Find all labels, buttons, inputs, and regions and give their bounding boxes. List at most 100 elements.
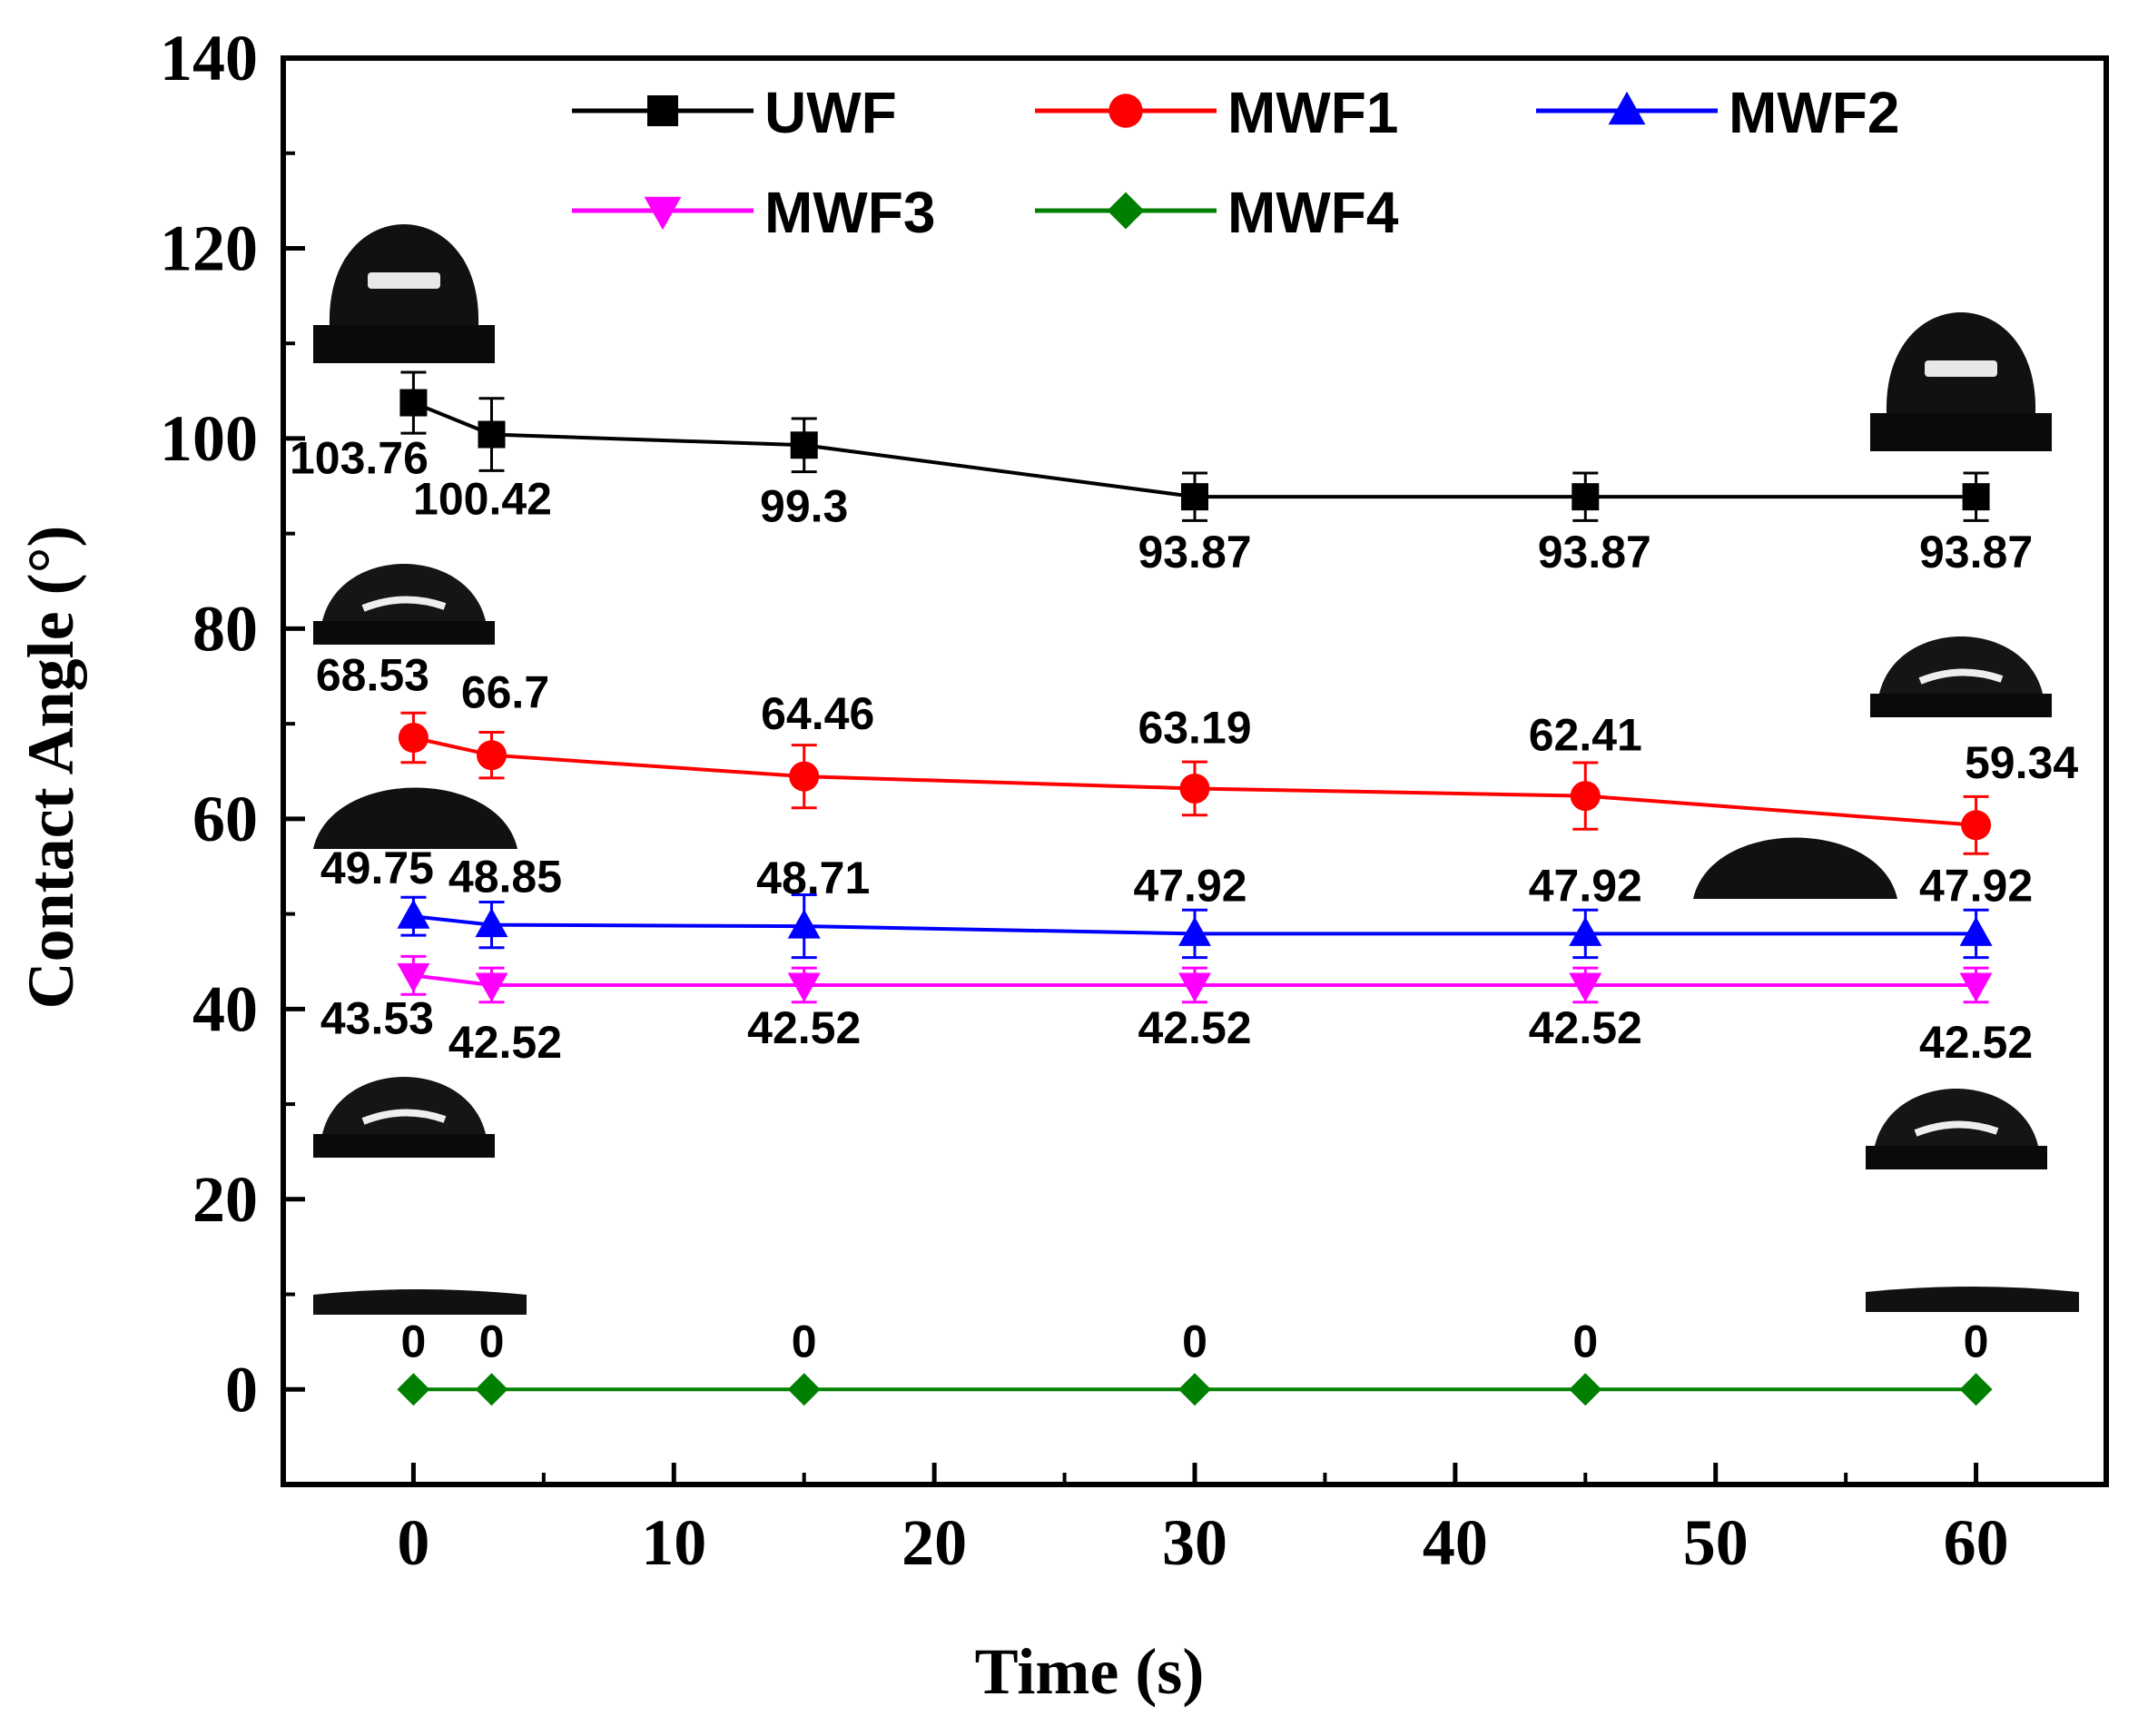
droplet-image-mwf2-t0 [313, 787, 517, 849]
data-label: 66.7 [461, 667, 549, 718]
data-label: 47.92 [1919, 860, 2033, 911]
data-point [1178, 916, 1211, 946]
data-point [787, 909, 821, 939]
legend-item-mwf2: MWF2 [1536, 80, 1899, 145]
data-label: 42.52 [1919, 1017, 2033, 1068]
data-point [1959, 1373, 1993, 1406]
data-label: 47.92 [1529, 860, 1642, 911]
x-tick-label: 0 [397, 1506, 429, 1579]
legend-label: MWF2 [1729, 80, 1899, 145]
data-point [1179, 773, 1210, 804]
data-point [475, 972, 508, 1002]
legend-item-mwf4: MWF4 [1035, 180, 1399, 245]
data-point [1959, 972, 1993, 1002]
y-axis-label: Contact Angle (°) [15, 526, 87, 1010]
data-point [1959, 916, 1993, 946]
data-label: 0 [1182, 1316, 1207, 1366]
data-label: 0 [479, 1316, 505, 1366]
y-tick-label: 120 [160, 212, 258, 284]
data-point [1569, 916, 1602, 946]
legend-marker [1107, 192, 1145, 230]
legend-label: MWF1 [1227, 80, 1398, 145]
series-mwf3 [397, 954, 1993, 1004]
data-label: 0 [401, 1316, 427, 1366]
droplet-image-mwf3-t60 [1866, 1089, 2047, 1169]
data-point [397, 962, 430, 993]
data-label: 0 [792, 1316, 817, 1366]
data-label: 47.92 [1133, 860, 1246, 911]
legend-label: MWF3 [764, 180, 935, 245]
series-mwf1 [398, 711, 1992, 855]
data-label: 42.52 [1138, 1002, 1251, 1053]
data-point [1961, 810, 1992, 841]
data-label: 93.87 [1919, 527, 2033, 577]
droplet-image-mwf4-t0 [313, 1289, 527, 1315]
data-point [475, 1373, 508, 1406]
droplet-image-mwf4-t60 [1866, 1287, 2079, 1312]
legend-item-uwf: UWF [572, 80, 897, 145]
y-tick-label: 140 [160, 22, 258, 94]
x-axis-ticks: 0 10 20 30 40 50 60 [397, 1463, 2009, 1579]
data-label: 48.85 [448, 852, 562, 903]
data-label: 0 [1964, 1316, 1989, 1366]
data-label: 103.76 [290, 433, 429, 484]
data-label: 49.75 [320, 843, 434, 893]
legend-item-mwf3: MWF3 [572, 180, 935, 245]
y-tick-label: 20 [192, 1163, 258, 1236]
data-point [1178, 1373, 1211, 1406]
y-tick-label: 100 [160, 402, 258, 475]
data-point [1181, 483, 1208, 511]
legend-marker [1108, 94, 1143, 128]
droplet-image-mwf1-t60 [1870, 636, 2052, 717]
legend-label: UWF [764, 80, 897, 145]
y-tick-label: 80 [192, 592, 258, 665]
series-mwf2 [397, 893, 1993, 960]
data-label: 42.52 [747, 1002, 861, 1053]
y-tick-label: 0 [225, 1353, 258, 1425]
data-point [787, 1373, 821, 1406]
droplet-image-mwf2-t60 [1693, 837, 1897, 899]
data-point [789, 761, 820, 792]
x-tick-label: 40 [1423, 1506, 1488, 1579]
data-label: 68.53 [316, 650, 429, 701]
data-label: 0 [1572, 1316, 1598, 1366]
data-point [1962, 483, 1990, 511]
y-tick-label: 40 [192, 972, 258, 1045]
droplet-images [313, 224, 2079, 1315]
data-point [476, 740, 507, 771]
data-label: 63.19 [1138, 702, 1251, 753]
legend: UWF MWF1 MWF2 MWF3 MWF4 [572, 80, 1899, 245]
data-point [1570, 781, 1601, 812]
data-point [397, 899, 430, 929]
x-tick-label: 10 [641, 1506, 706, 1579]
data-point [787, 972, 821, 1002]
data-label: 62.41 [1529, 710, 1642, 761]
droplet-image-mwf1-t0 [313, 564, 495, 645]
x-tick-label: 50 [1683, 1506, 1749, 1579]
data-label: 59.34 [1965, 737, 2078, 788]
x-axis-label: Time (s) [975, 1635, 1205, 1708]
data-label: 42.52 [1529, 1002, 1642, 1053]
data-label: 43.53 [320, 992, 434, 1043]
series-mwf4 [397, 1373, 1993, 1406]
legend-marker [647, 95, 678, 126]
data-label: 64.46 [761, 688, 874, 739]
data-point [1572, 483, 1600, 511]
legend-label: MWF4 [1227, 180, 1399, 245]
data-point [790, 431, 818, 459]
series-layer [397, 370, 1993, 1406]
data-point [397, 1373, 430, 1406]
data-label: 42.52 [448, 1017, 562, 1068]
x-tick-label: 60 [1944, 1506, 2009, 1579]
legend-marker [1608, 91, 1646, 125]
legend-item-mwf1: MWF1 [1035, 80, 1398, 145]
data-point [475, 907, 508, 938]
x-tick-label: 20 [902, 1506, 967, 1579]
data-label: 93.87 [1538, 527, 1651, 577]
data-point [398, 723, 429, 754]
data-point [399, 389, 428, 417]
data-point [1569, 1373, 1602, 1406]
axes: 0 20 40 60 80 100 120 140 0 10 20 30 40 50 60 [160, 22, 2109, 1579]
